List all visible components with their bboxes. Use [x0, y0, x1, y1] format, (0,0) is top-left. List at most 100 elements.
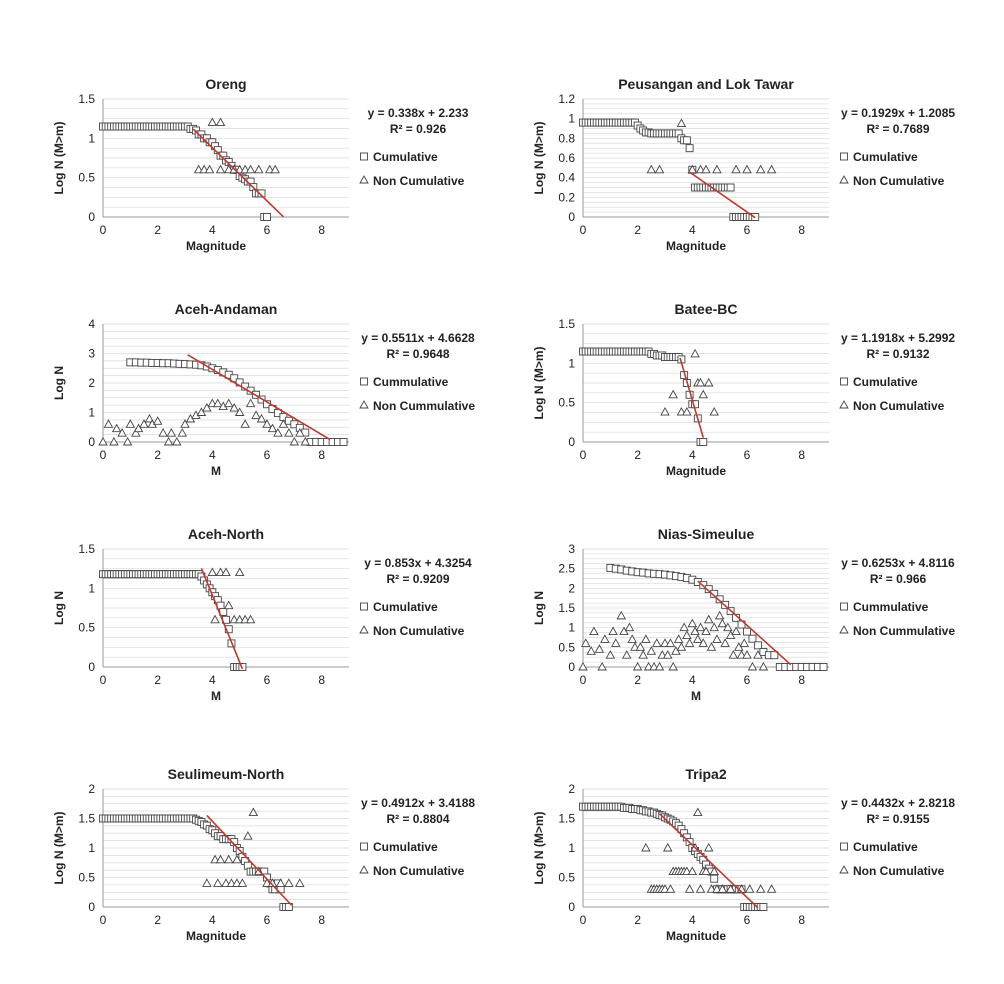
y-tick-label: 1.5 — [78, 542, 95, 556]
non-cumulative-point — [98, 436, 108, 446]
non-cumulative-point — [166, 428, 177, 437]
chart-panel: Aceh-Andaman 0 1 2 3 4 0 2 4 6 8 M Log N y = 0.5511x … — [0, 290, 500, 510]
x-tick-label: 8 — [318, 223, 325, 237]
cumulative-point — [263, 213, 271, 221]
x-tick-label: 0 — [100, 673, 107, 687]
non-cumulative-point — [709, 406, 719, 416]
non-cumulative-point — [720, 638, 730, 647]
non-cumulative-point — [245, 398, 256, 408]
non-cumulative-point — [703, 377, 714, 387]
non-cumulative-point — [284, 878, 294, 887]
non-cumulative-point — [103, 419, 114, 428]
x-tick-label: 4 — [209, 448, 216, 462]
cumulative-point — [726, 183, 735, 192]
x-tick-label: 6 — [264, 913, 271, 927]
non-cumulative-point — [133, 423, 144, 433]
cumulative-point — [682, 136, 691, 145]
non-cumulative-point — [766, 884, 777, 893]
non-cumulative-point — [641, 842, 651, 852]
chart-panel: Peusangan and Lok Tawar 0 0.2 0.4 0.6 0.8 1 1.2… — [480, 65, 980, 285]
non-cumulative-point — [739, 638, 750, 647]
non-cumulative-point — [660, 406, 670, 416]
y-tick-label: 0 — [568, 900, 575, 914]
y-tick-label: 1 — [568, 112, 575, 126]
non-cumulative-point — [139, 419, 149, 428]
non-cumulative-point — [668, 661, 678, 671]
non-cumulative-point — [714, 610, 725, 620]
y-tick-label: 1 — [568, 841, 575, 855]
x-axis-label: Magnitude — [666, 929, 726, 943]
non-cumulative-point — [654, 661, 665, 671]
non-cumulative-point — [706, 642, 717, 651]
y-axis-label: Log N (M>m) — [532, 122, 546, 195]
legend-label: Non Cumulative — [373, 864, 465, 878]
legend-square-icon — [360, 842, 368, 851]
trendline-equation: y = 1.1918x + 5.2992 — [841, 331, 955, 345]
legend-triangle-icon — [359, 400, 369, 409]
y-tick-label: 2 — [568, 581, 575, 595]
legend-triangle-icon — [839, 175, 849, 184]
y-tick-label: 0 — [568, 660, 575, 674]
legend-triangle-icon — [359, 175, 369, 184]
trendline-equation: y = 0.5511x + 4.6628 — [361, 331, 475, 345]
legend-triangle-icon — [839, 400, 849, 409]
cumulative-point — [770, 651, 779, 660]
x-axis-label: M — [691, 689, 701, 703]
x-tick-label: 8 — [798, 223, 805, 237]
chart-svg: Nias-Simeulue 0 0.5 1 1.5 2 2.5 3 0 2 4 6 8 M Log N y =… — [532, 526, 955, 703]
x-tick-label: 4 — [689, 673, 696, 687]
y-tick-label: 1.5 — [78, 812, 95, 826]
legend-square-icon — [360, 152, 368, 161]
trendline-equation: y = 0.4432x + 2.8218 — [841, 796, 955, 810]
y-tick-label: 2 — [88, 782, 95, 796]
non-cumulative-point — [728, 650, 739, 659]
non-cumulative-point — [284, 428, 294, 437]
non-cumulative-point — [703, 614, 714, 624]
non-cumulative-point — [589, 626, 599, 636]
trendline-equation: y = 0.6253x + 4.8116 — [841, 556, 955, 570]
non-cumulative-point — [695, 622, 706, 632]
x-tick-label: 4 — [209, 913, 216, 927]
x-tick-label: 2 — [154, 448, 161, 462]
x-tick-label: 4 — [689, 448, 696, 462]
y-tick-label: 0 — [88, 660, 95, 674]
cumulative-point — [704, 585, 713, 594]
cumulative-point — [753, 641, 762, 650]
chart-panel: Aceh-North 0 0.5 1 1.5 0 2 4 6 8 M Log N y = 0.853x … — [0, 515, 500, 735]
non-cumulative-point — [687, 866, 698, 876]
cumulative-point — [710, 874, 719, 883]
non-cumulative-point — [117, 428, 127, 437]
non-cumulative-point — [662, 650, 673, 659]
chart-title: Tripa2 — [685, 766, 726, 782]
chart-svg: Tripa2 0 0.5 1 1.5 2 0 2 4 6 8 Magnitude Log N (M>m)… — [532, 766, 955, 943]
legend-label: Non Cummulative — [853, 624, 955, 638]
non-cumulative-point — [684, 884, 695, 893]
y-tick-label: 1.5 — [558, 601, 575, 615]
non-cumulative-point — [202, 402, 212, 412]
trendline-equation: y = 0.1929x + 1.2085 — [841, 106, 955, 120]
non-cumulative-point — [701, 164, 711, 174]
non-cumulative-point — [275, 878, 286, 887]
y-tick-label: 0 — [568, 210, 575, 224]
non-cumulative-point — [273, 428, 283, 437]
non-cumulative-point — [300, 436, 311, 446]
non-cumulative-point — [638, 650, 648, 659]
non-cumulative-point — [758, 661, 769, 671]
x-tick-label: 6 — [744, 673, 751, 687]
legend-label: Cummulative — [853, 600, 929, 614]
y-tick-label: 3 — [88, 347, 95, 361]
y-axis-label: Log N (M>m) — [52, 812, 66, 885]
non-cumulative-point — [234, 407, 245, 416]
non-cumulative-point — [652, 638, 662, 647]
non-cumulative-point — [111, 423, 122, 433]
r-squared: R² = 0.966 — [870, 572, 927, 586]
x-tick-label: 6 — [264, 223, 271, 237]
non-cumulative-point — [578, 661, 588, 671]
non-cumulative-point — [172, 436, 182, 446]
legend-triangle-icon — [839, 865, 849, 874]
legend-square-icon — [840, 842, 848, 851]
chart-svg: Batee-BC 0 0.5 1 1.5 0 2 4 6 8 Magnitude Log N (M>m… — [532, 301, 955, 478]
x-axis-label: Magnitude — [666, 239, 726, 253]
legend-label: Cumulative — [373, 600, 438, 614]
legend-triangle-icon — [359, 865, 369, 874]
